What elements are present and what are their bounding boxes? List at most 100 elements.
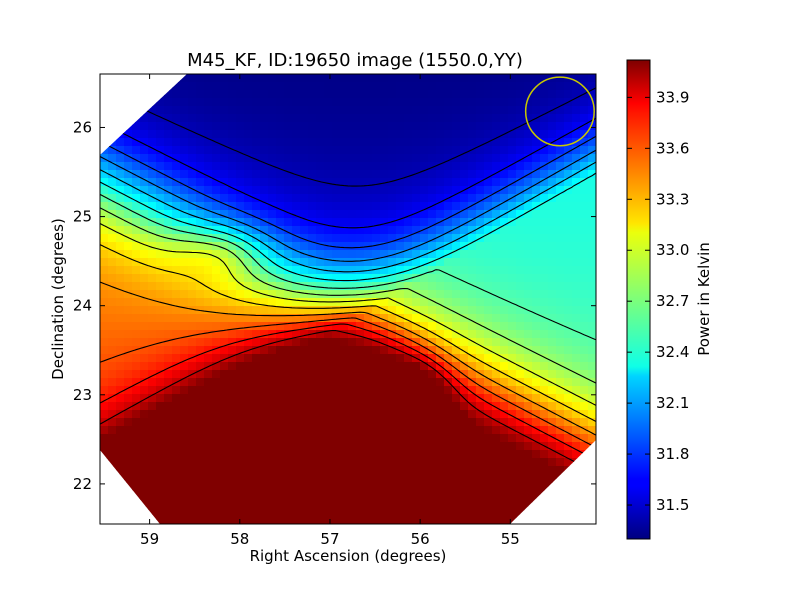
heatmap-cell (204, 402, 213, 411)
heatmap-cell (364, 258, 373, 267)
heatmap-cell (220, 74, 229, 83)
heatmap-cell (468, 466, 477, 475)
heatmap-cell (380, 490, 389, 499)
heatmap-cell (204, 242, 213, 251)
heatmap-cell (332, 354, 341, 363)
heatmap-cell (428, 370, 437, 379)
heatmap-cell (468, 290, 477, 299)
heatmap-cell (364, 298, 373, 307)
heatmap-cell (348, 122, 357, 131)
x-tick-label: 56 (411, 530, 430, 548)
heatmap-cell (100, 290, 109, 299)
heatmap-cell (460, 74, 469, 83)
heatmap-cell (292, 418, 301, 427)
heatmap-cell (428, 298, 437, 307)
heatmap-cell (148, 378, 157, 387)
heatmap-cell (420, 130, 429, 139)
heatmap-cell (212, 186, 221, 195)
heatmap-cell (476, 458, 485, 467)
heatmap-cell (428, 282, 437, 291)
heatmap-cell (428, 130, 437, 139)
heatmap-cell (172, 386, 181, 395)
heatmap-cell (140, 466, 149, 475)
heatmap-cell (356, 330, 365, 339)
heatmap-cell (108, 258, 117, 267)
heatmap-cell (516, 146, 525, 155)
heatmap-cell (396, 394, 405, 403)
heatmap-cell (492, 122, 501, 131)
heatmap-cell (308, 498, 317, 507)
heatmap-cell (308, 386, 317, 395)
heatmap-cell (508, 82, 517, 91)
heatmap-cell (484, 370, 493, 379)
heatmap-cell (388, 298, 397, 307)
heatmap-cell (564, 106, 573, 115)
heatmap-cell (244, 522, 253, 524)
heatmap-cell (316, 314, 325, 323)
heatmap-cell (356, 522, 365, 524)
heatmap-cell (372, 394, 381, 403)
heatmap-cell (372, 498, 381, 507)
heatmap-cell (172, 258, 181, 267)
heatmap-cell (572, 146, 581, 155)
heatmap-cell (508, 98, 517, 107)
heatmap-cell (116, 474, 125, 483)
heatmap-cell (268, 434, 277, 443)
heatmap-cell (508, 314, 517, 323)
heatmap-cell (412, 218, 421, 227)
heatmap-cell (292, 258, 301, 267)
heatmap-cell (412, 90, 421, 99)
heatmap-cell (188, 354, 197, 363)
heatmap-cell (492, 114, 501, 123)
heatmap-cell (116, 194, 125, 203)
heatmap-cell (508, 234, 517, 243)
heatmap-cell (540, 282, 549, 291)
heatmap-cell (164, 370, 173, 379)
heatmap-cell (164, 138, 173, 147)
heatmap-cell (164, 98, 173, 107)
heatmap-cell (300, 306, 309, 315)
heatmap-cell (348, 346, 357, 355)
heatmap-cell (204, 82, 213, 91)
heatmap-cell (548, 218, 557, 227)
heatmap-cell (332, 138, 341, 147)
heatmap-cell (300, 178, 309, 187)
heatmap-cell (356, 210, 365, 219)
heatmap-cell (468, 90, 477, 99)
heatmap-cell (236, 322, 245, 331)
heatmap-cell (228, 402, 237, 411)
heatmap-cell (404, 106, 413, 115)
heatmap-cell (180, 338, 189, 347)
heatmap-cell (116, 330, 125, 339)
heatmap-cell (324, 434, 333, 443)
heatmap-cell (588, 514, 596, 523)
heatmap-cell (196, 394, 205, 403)
heatmap-cell (140, 482, 149, 491)
heatmap-cell (460, 178, 469, 187)
heatmap-cell (524, 434, 533, 443)
heatmap-cell (508, 178, 517, 187)
heatmap-cell (132, 346, 141, 355)
heatmap-cell (548, 258, 557, 267)
heatmap-cell (588, 306, 596, 315)
heatmap-cell (164, 106, 173, 115)
heatmap-cell (212, 402, 221, 411)
heatmap-cell (524, 258, 533, 267)
heatmap-cell (356, 314, 365, 323)
heatmap-cell (204, 522, 213, 524)
heatmap-cell (228, 154, 237, 163)
heatmap-cell (276, 202, 285, 211)
heatmap-cell (548, 506, 557, 515)
heatmap-cell (196, 498, 205, 507)
heatmap-cell (324, 290, 333, 299)
heatmap-cell (268, 194, 277, 203)
heatmap-cell (364, 250, 373, 259)
heatmap-cell (508, 370, 517, 379)
heatmap-cell (476, 114, 485, 123)
heatmap-cell (316, 410, 325, 419)
heatmap-cell (164, 378, 173, 387)
heatmap-cell (260, 386, 269, 395)
heatmap-cell (292, 474, 301, 483)
heatmap-cell (420, 410, 429, 419)
heatmap-cell (252, 226, 261, 235)
